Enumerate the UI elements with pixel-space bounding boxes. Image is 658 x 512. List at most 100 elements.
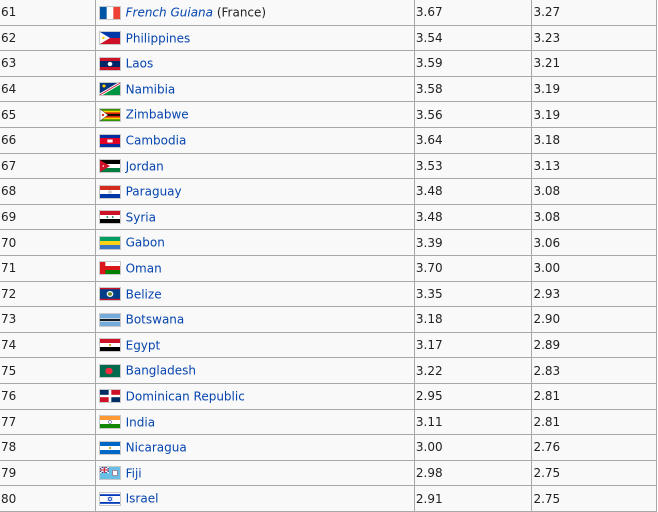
rank-cell: 80 [0, 485, 96, 512]
namibia-flag-icon [98, 82, 121, 97]
table-row: 79 Fiji 2.98 2.75 [0, 459, 657, 487]
rank-cell: 67 [0, 152, 96, 180]
country-cell: Fiji [94, 459, 415, 487]
rank-cell: 75 [0, 357, 96, 384]
value-1-cell: 3.64 [413, 126, 533, 154]
value-2-cell: 3.23 [531, 24, 657, 52]
value-2-cell: 3.13 [531, 152, 657, 180]
value-1-cell: 3.35 [413, 280, 533, 308]
oman-flag-icon [98, 261, 121, 276]
zimbabwe-flag-icon [98, 107, 121, 122]
rank-cell: 79 [0, 459, 96, 487]
country-cell: Zimbabwe [94, 101, 415, 128]
country-cell: India [94, 408, 415, 436]
egypt-flag-icon [98, 338, 121, 353]
country-link[interactable]: Belize [125, 287, 162, 302]
value-2-cell: 3.08 [531, 178, 657, 205]
value-1-cell: 3.59 [413, 50, 533, 77]
value-2-cell: 2.81 [531, 382, 657, 410]
value-2-cell: 3.19 [531, 101, 657, 128]
country-link[interactable]: Israel [125, 491, 159, 506]
rank-cell: 74 [0, 331, 96, 359]
country-link[interactable]: Zimbabwe [125, 107, 189, 122]
country-note: (France) [213, 5, 267, 20]
country-cell: Philippines [94, 24, 415, 52]
country-link[interactable]: Philippines [125, 31, 191, 46]
value-1-cell: 3.11 [413, 408, 533, 436]
country-link[interactable]: Botswana [125, 312, 185, 327]
country-link[interactable]: French Guiana [125, 5, 214, 20]
country-link[interactable]: Syria [125, 210, 156, 225]
rank-cell: 64 [0, 75, 96, 103]
value-1-cell: 3.56 [413, 101, 533, 128]
rank-cell: 63 [0, 50, 96, 77]
rank-cell: 73 [0, 306, 96, 333]
rank-cell: 77 [0, 408, 96, 436]
country-cell: Laos [94, 50, 415, 77]
value-2-cell: 2.89 [531, 331, 657, 359]
value-1-cell: 3.18 [413, 306, 533, 333]
country-cell: Botswana [94, 306, 415, 333]
value-1-cell: 3.00 [413, 434, 533, 461]
israel-flag-icon [98, 491, 121, 506]
syria-flag-icon [98, 210, 121, 225]
cambodia-flag-icon [98, 133, 121, 148]
table-row: 64 Namibia 3.58 3.19 [0, 75, 657, 103]
value-2-cell: 2.81 [531, 408, 657, 436]
country-cell: Jordan [94, 152, 415, 180]
country-link[interactable]: Gabon [125, 235, 165, 250]
rank-cell: 76 [0, 382, 96, 410]
rank-cell: 70 [0, 229, 96, 256]
philippines-flag-icon [98, 31, 121, 46]
value-2-cell: 2.90 [531, 306, 657, 333]
value-1-cell: 3.67 [413, 0, 533, 26]
value-2-cell: 3.19 [531, 75, 657, 103]
country-link[interactable]: Bangladesh [125, 363, 196, 378]
bangladesh-flag-icon [98, 363, 121, 378]
country-link[interactable]: Fiji [125, 466, 142, 481]
rank-cell: 72 [0, 280, 96, 308]
country-cell: Dominican Republic [94, 382, 415, 410]
value-1-cell: 3.39 [413, 229, 533, 256]
value-2-cell: 2.83 [531, 357, 657, 384]
rank-cell: 71 [0, 254, 96, 282]
fiji-flag-icon [98, 466, 121, 481]
country-link[interactable]: Laos [125, 56, 154, 71]
value-1-cell: 3.22 [413, 357, 533, 384]
value-1-cell: 3.54 [413, 24, 533, 52]
country-cell: Egypt [94, 331, 415, 359]
table-row: 62 Philippines 3.54 3.23 [0, 24, 657, 52]
value-2-cell: 3.08 [531, 203, 657, 231]
country-cell: Bangladesh [94, 357, 415, 384]
table-row: 74 Egypt 3.17 2.89 [0, 331, 657, 359]
country-link[interactable]: Namibia [125, 82, 176, 97]
country-link[interactable]: Cambodia [125, 133, 187, 148]
country-link[interactable]: Jordan [125, 159, 164, 174]
country-link[interactable]: Oman [125, 261, 162, 276]
table-row: 69 Syria 3.48 3.08 [0, 203, 657, 231]
country-cell: Oman [94, 254, 415, 282]
table-row: 73 Botswana 3.18 2.90 [0, 306, 657, 333]
country-link[interactable]: Egypt [125, 338, 161, 353]
country-cell: Namibia [94, 75, 415, 103]
value-2-cell: 2.76 [531, 434, 657, 461]
paraguay-flag-icon [98, 184, 121, 199]
country-link[interactable]: India [125, 415, 156, 430]
country-link[interactable]: Paraguay [125, 184, 182, 199]
value-2-cell: 2.93 [531, 280, 657, 308]
botswana-flag-icon [98, 312, 121, 327]
value-1-cell: 3.48 [413, 178, 533, 205]
france-flag-icon [98, 5, 121, 20]
table-row: 80 Israel 2.91 2.75 [0, 485, 657, 512]
table-row: 78 Nicaragua 3.00 2.76 [0, 434, 657, 461]
country-link[interactable]: Dominican Republic [125, 389, 245, 404]
value-1-cell: 3.53 [413, 152, 533, 180]
rank-cell: 66 [0, 126, 96, 154]
value-1-cell: 2.98 [413, 459, 533, 487]
country-link[interactable]: Nicaragua [125, 440, 187, 455]
table-row: 70 Gabon 3.39 3.06 [0, 229, 657, 256]
country-cell: Nicaragua [94, 434, 415, 461]
table-row: 72 Belize 3.35 2.93 [0, 280, 657, 308]
